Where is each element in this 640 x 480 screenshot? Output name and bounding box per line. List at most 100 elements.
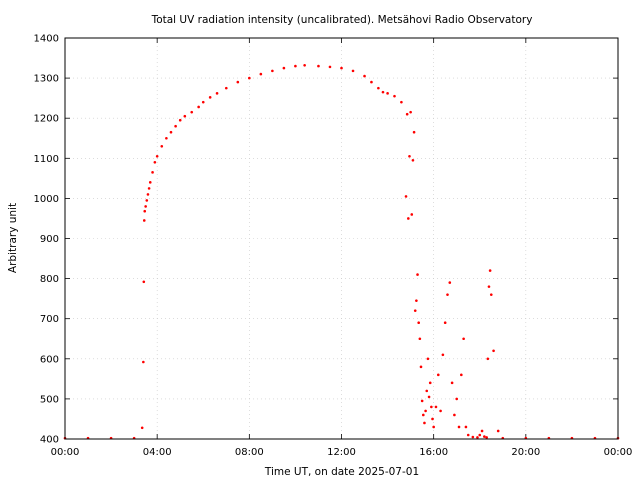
y-tick-label: 1300: [34, 74, 59, 85]
data-point: [174, 124, 177, 128]
data-point: [178, 118, 182, 122]
x-axis-label: Time UT, on date 2025-07-01: [264, 466, 419, 478]
data-point: [317, 64, 320, 68]
data-point: [431, 417, 434, 421]
data-point: [148, 181, 152, 184]
data-point: [492, 349, 495, 353]
data-point: [407, 217, 410, 220]
data-point: [377, 86, 380, 90]
data-point: [486, 357, 490, 361]
data-point: [294, 64, 297, 68]
data-point: [441, 353, 445, 357]
data-point: [145, 199, 149, 202]
data-point: [496, 429, 500, 433]
data-point: [464, 425, 468, 429]
y-tick-label: 1200: [34, 114, 59, 125]
data-points: [63, 63, 620, 440]
data-point: [248, 76, 251, 80]
data-point: [409, 110, 412, 114]
data-point: [476, 436, 479, 439]
data-point: [328, 65, 332, 69]
plot-frame: [64, 37, 619, 440]
data-point: [416, 273, 419, 276]
data-point: [151, 171, 154, 174]
data-point: [450, 381, 454, 385]
x-tick-label: 20:00: [511, 447, 540, 458]
data-point: [430, 405, 433, 409]
data-point: [381, 90, 385, 94]
data-point: [426, 357, 430, 361]
data-point: [418, 337, 422, 341]
data-point: [282, 66, 286, 70]
data-point: [363, 74, 366, 78]
data-point: [483, 435, 486, 438]
x-tick-label: 08:00: [235, 447, 264, 458]
data-point: [165, 136, 168, 140]
data-point: [183, 114, 187, 118]
data-point: [405, 112, 409, 116]
data-point: [155, 154, 159, 158]
y-tick-label: 500: [40, 394, 59, 405]
data-point: [236, 80, 240, 84]
data-point: [146, 193, 150, 196]
y-tick-label: 900: [40, 234, 59, 245]
data-point: [393, 94, 396, 98]
y-tick-label: 1000: [34, 194, 59, 205]
data-point: [259, 72, 263, 76]
data-point: [201, 100, 205, 104]
y-tick-label: 1400: [34, 34, 59, 45]
data-point: [436, 373, 440, 377]
data-point: [410, 213, 414, 216]
x-tick-label: 12:00: [327, 447, 356, 458]
data-point: [420, 399, 424, 403]
x-tick-label: 00:00: [604, 447, 633, 458]
data-point: [485, 436, 488, 439]
data-point: [471, 435, 475, 439]
data-point: [386, 92, 389, 95]
data-point: [424, 409, 427, 413]
data-point: [480, 429, 484, 433]
x-tick-label: 00:00: [51, 447, 80, 458]
data-point: [428, 381, 432, 385]
data-point: [427, 395, 431, 399]
y-tick-label: 1100: [34, 154, 59, 165]
data-point: [434, 405, 438, 409]
data-point: [411, 159, 415, 162]
data-point: [169, 130, 173, 134]
data-point: [143, 209, 147, 213]
data-point: [413, 309, 417, 312]
x-tick-label: 16:00: [419, 447, 448, 458]
data-point: [489, 293, 493, 296]
data-point: [488, 269, 492, 272]
data-point: [153, 161, 157, 164]
x-tick-label: 04:00: [143, 447, 172, 458]
data-point: [423, 421, 426, 425]
data-point: [453, 413, 456, 417]
data-point: [142, 360, 145, 364]
data-point: [147, 187, 151, 190]
data-point: [439, 409, 442, 413]
data-point: [160, 144, 164, 148]
data-point: [478, 433, 482, 437]
data-point: [370, 80, 373, 84]
data-point: [340, 66, 343, 70]
data-point: [140, 426, 144, 430]
data-point: [142, 219, 146, 222]
data-point: [443, 321, 447, 325]
data-point: [487, 285, 491, 288]
data-point: [446, 293, 449, 296]
data-point: [215, 92, 219, 95]
data-point: [271, 69, 274, 73]
data-point: [303, 63, 306, 67]
data-point: [448, 281, 452, 284]
data-point: [404, 195, 408, 198]
grid-lines: [65, 38, 618, 439]
data-point: [408, 154, 411, 158]
data-point: [462, 337, 465, 341]
data-point: [455, 397, 459, 401]
data-point: [144, 205, 147, 208]
y-tick-label: 600: [40, 354, 59, 365]
data-point: [417, 321, 420, 325]
data-point: [460, 373, 463, 377]
